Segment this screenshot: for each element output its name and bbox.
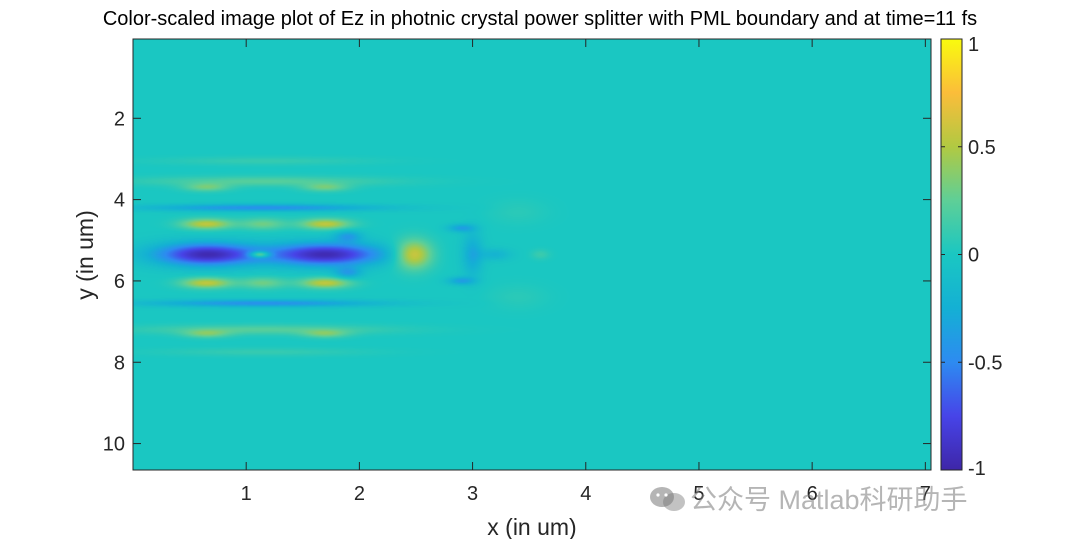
x-tick-label: 3 bbox=[467, 483, 478, 505]
watermark-text: 公众号 Matlab科研助手 bbox=[690, 485, 968, 515]
colorbar-tick-label: -1 bbox=[968, 458, 986, 480]
y-tick-label: 2 bbox=[114, 108, 125, 130]
x-tick-label: 5 bbox=[693, 483, 704, 505]
watermark: 公众号 Matlab科研助手 bbox=[648, 478, 968, 517]
plot-frame bbox=[132, 38, 932, 471]
x-tick-label: 4 bbox=[580, 483, 591, 505]
x-tick-label: 6 bbox=[807, 483, 818, 505]
field-image bbox=[133, 39, 931, 470]
colorbar-ticks: 1 0.5 0 -0.5 -1 bbox=[941, 34, 1002, 480]
colorbar-tick-label: -0.5 bbox=[968, 352, 1002, 374]
x-tick-label: 1 bbox=[241, 483, 252, 505]
x-axis: 1 2 3 4 5 6 7 bbox=[241, 39, 931, 505]
y-tick-label: 8 bbox=[114, 352, 125, 374]
colorbar-tick-label: 1 bbox=[968, 34, 979, 56]
colorbar-tick-label: 0.5 bbox=[968, 137, 996, 159]
y-axis: 2 4 6 8 10 bbox=[103, 108, 931, 456]
wechat-icon bbox=[648, 485, 688, 513]
chart-title: Color-scaled image plot of Ez in photnic… bbox=[102, 8, 978, 30]
x-axis-label: x (in um) bbox=[487, 514, 576, 539]
y-tick-label: 10 bbox=[103, 434, 125, 456]
y-tick-label: 6 bbox=[114, 271, 125, 293]
y-tick-label: 4 bbox=[114, 190, 125, 212]
x-tick-label: 7 bbox=[920, 483, 931, 505]
x-tick-label: 2 bbox=[354, 483, 365, 505]
colorbar-tick-label: 0 bbox=[968, 245, 979, 267]
y-axis-label: y (in um) bbox=[72, 210, 98, 299]
